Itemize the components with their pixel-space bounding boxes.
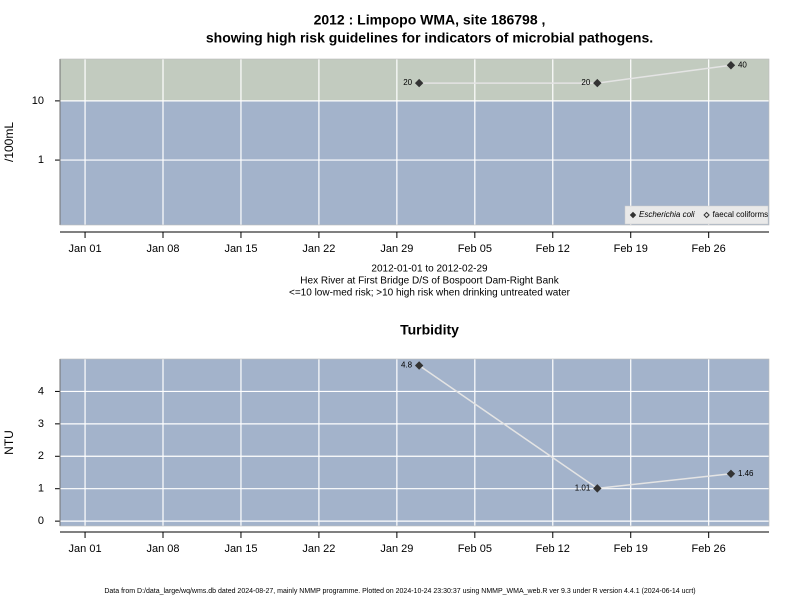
band-below [60,100,769,225]
chart-title: Turbidity [400,322,459,338]
chart-note: 2012-01-01 to 2012-02-29 [371,264,488,275]
chart-title: 2012 : Limpopo WMA, site 186798 , [314,12,546,28]
y-tick-label: 3 [38,418,44,430]
x-tick-label: Jan 15 [224,543,257,555]
x-tick-label: Feb 26 [692,243,726,255]
legend-marker [629,211,637,219]
data-label: 4.8 [401,361,413,370]
x-tick-label: Jan 01 [69,243,102,255]
legend-marker [703,211,710,219]
data-point [593,78,602,88]
data-point [726,469,736,478]
data-point [414,361,424,370]
footer: Data from D:/data_large/wq/wms.db dated … [104,588,695,595]
data-label: 1.01 [575,483,591,492]
x-tick-label: Jan 22 [302,243,335,255]
data-point [726,61,736,70]
legend-label: Escherichia coli [639,210,695,219]
data-label: 40 [738,60,747,69]
plot-frame [59,358,770,527]
y-tick-label: 1 [38,154,44,166]
band-above [60,59,769,101]
data-label: 20 [403,78,412,87]
y-tick-label: 10 [32,95,44,107]
y-axis-label: NTU [2,430,16,455]
x-tick-label: Jan 22 [302,543,335,555]
x-tick-label: Jan 29 [380,543,413,555]
x-tick-label: Feb 12 [536,543,570,555]
y-tick-label: 2 [38,450,44,462]
plot-frame [59,58,770,226]
legend-label: faecal coliforms [713,210,769,219]
x-tick-label: Feb 12 [536,243,570,255]
data-point [414,78,424,88]
chart-title: showing high risk guidelines for indicat… [206,30,653,46]
x-tick-label: Feb 05 [458,243,492,255]
y-axis-label: /100mL [2,122,16,162]
x-tick-label: Feb 05 [458,543,492,555]
legend-box [624,205,769,225]
x-tick-label: Feb 19 [614,243,648,255]
x-tick-label: Jan 01 [69,543,102,555]
chart-note: <=10 low-med risk; >10 high risk when dr… [289,288,571,299]
x-tick-label: Feb 19 [614,543,648,555]
x-tick-label: Jan 15 [224,243,257,255]
data-point [593,484,602,493]
y-tick-label: 1 [38,483,44,495]
data-label: 1.46 [738,469,754,478]
chart-note: Hex River at First Bridge D/S of Bospoor… [300,276,559,287]
data-label: 20 [581,78,590,87]
plot-background [60,359,769,526]
y-tick-label: 0 [38,515,44,527]
x-tick-label: Feb 26 [692,543,726,555]
x-tick-label: Jan 29 [380,243,413,255]
y-tick-label: 4 [38,385,44,397]
x-tick-label: Jan 08 [146,543,179,555]
x-tick-label: Jan 08 [146,243,179,255]
